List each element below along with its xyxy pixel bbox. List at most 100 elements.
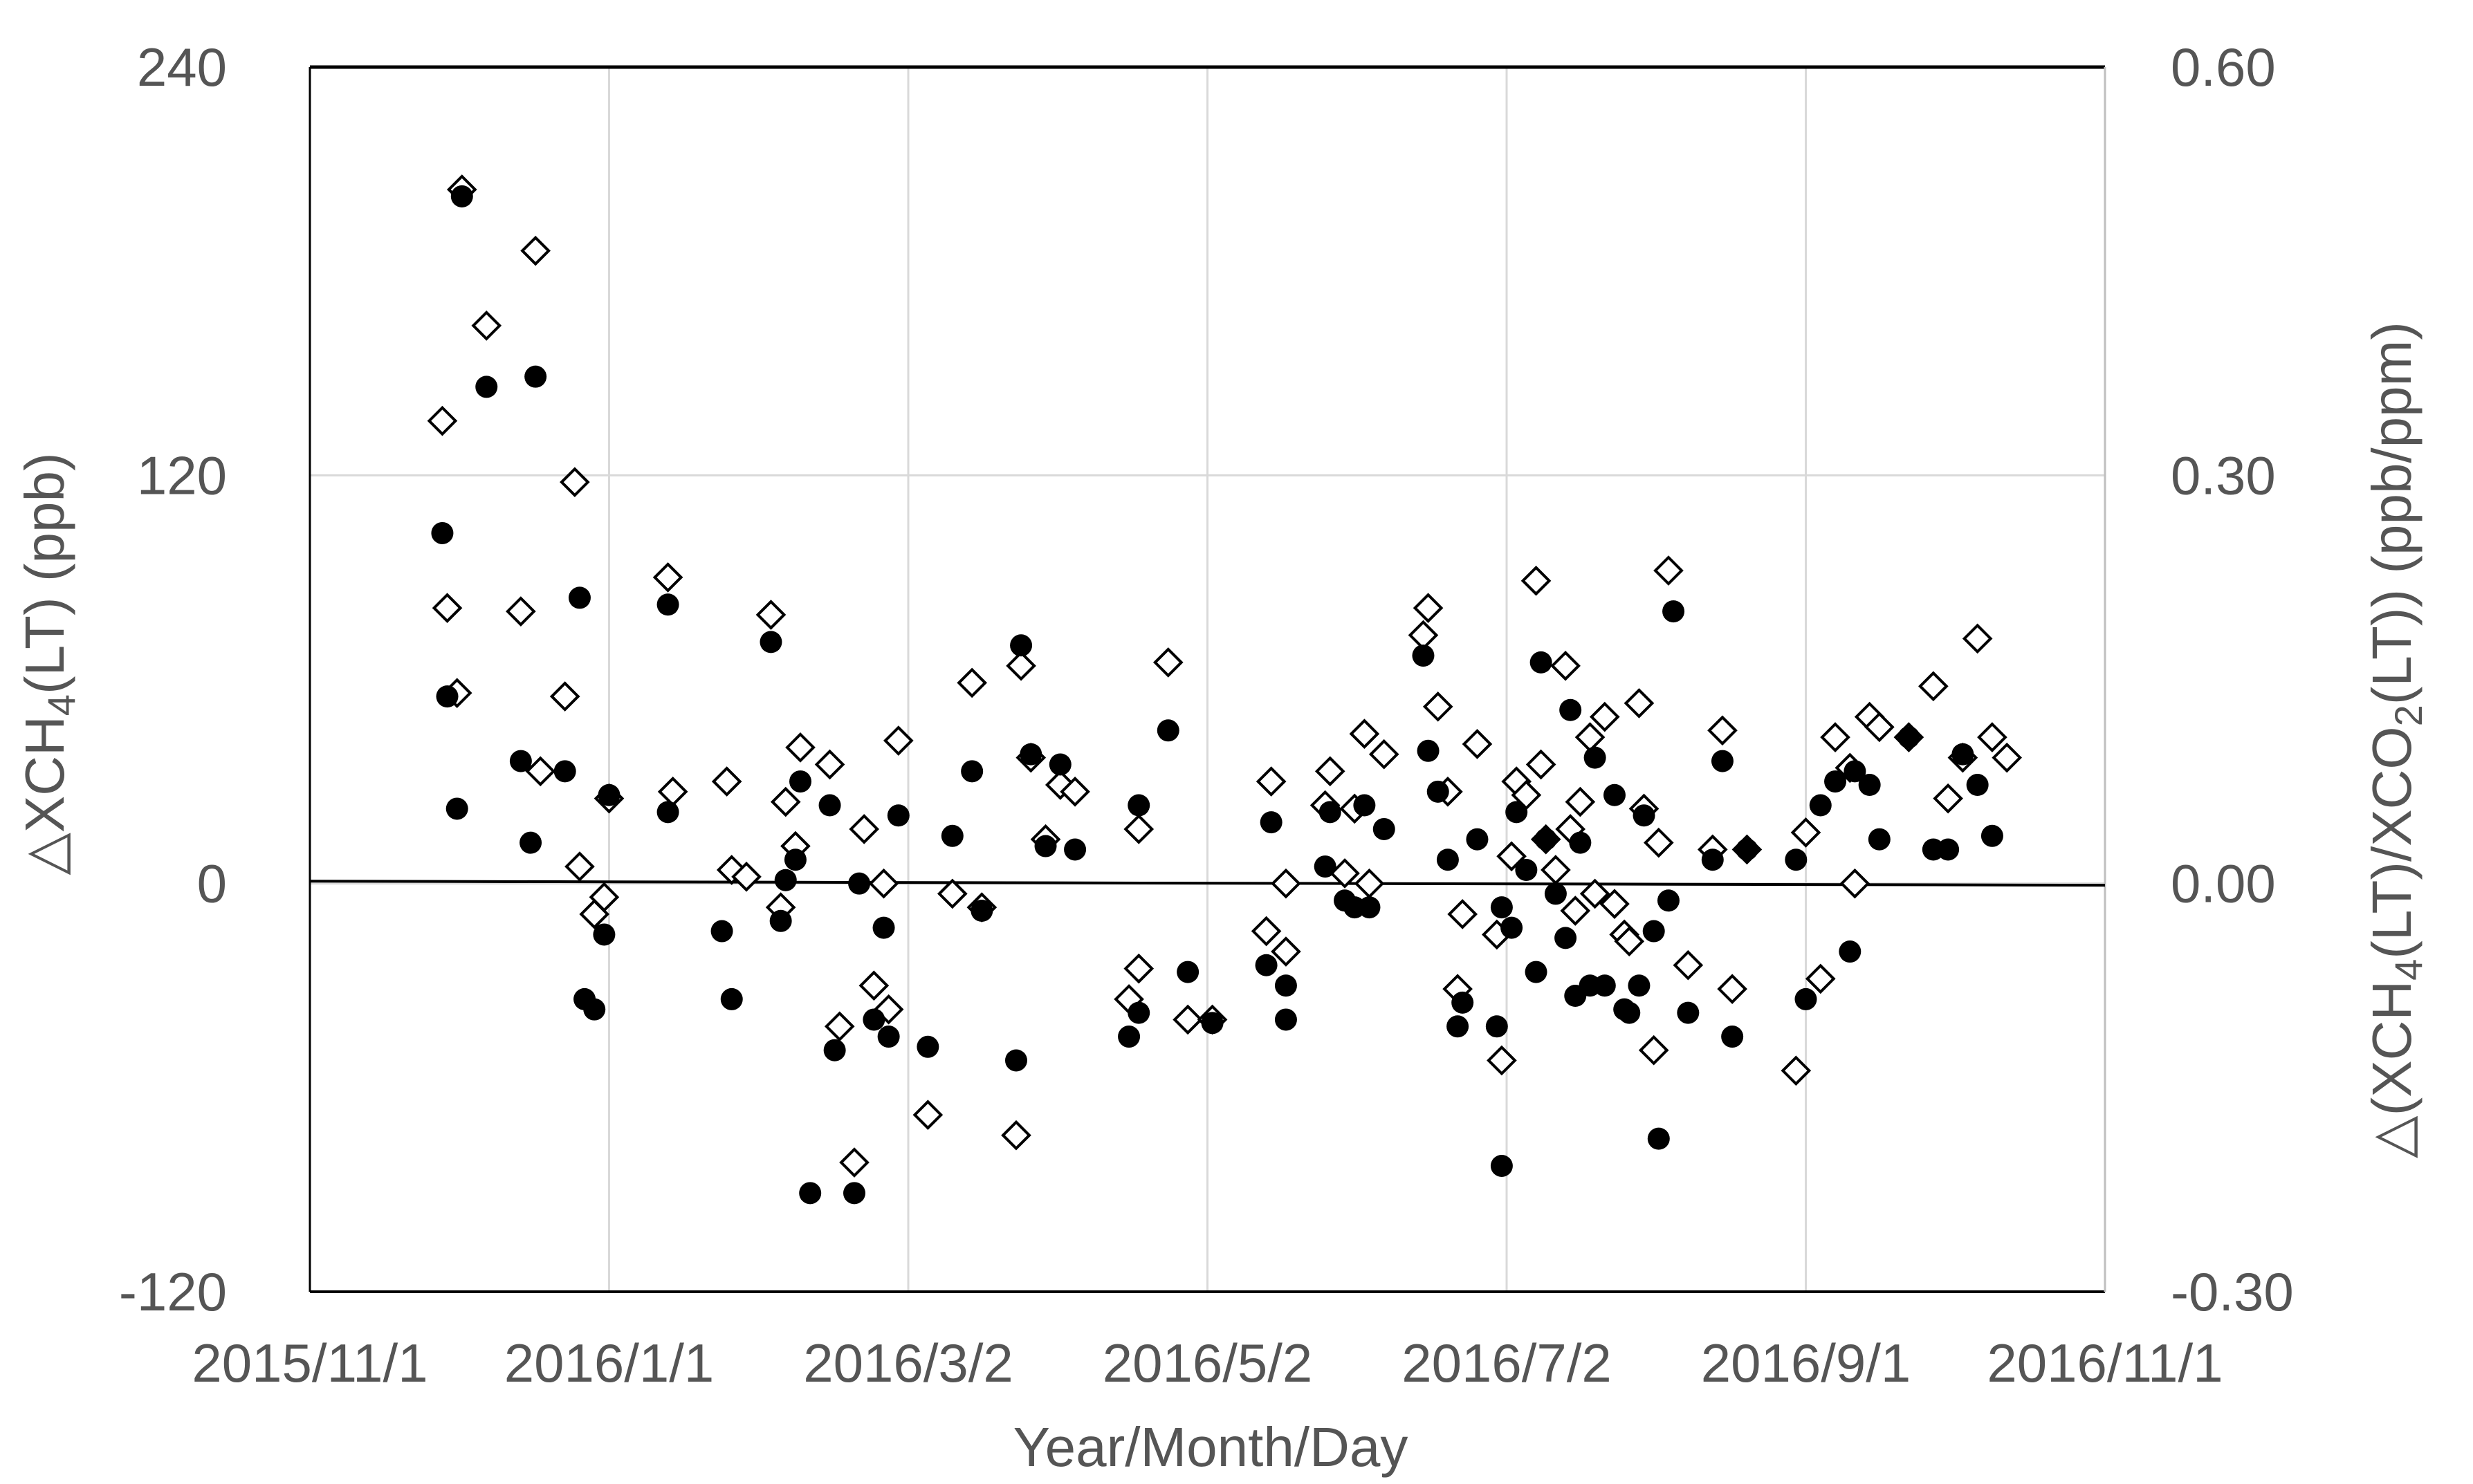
circle-point <box>1980 824 2003 847</box>
diamond-point <box>1060 777 1090 807</box>
circle-point <box>431 521 454 544</box>
diamond-point <box>1820 722 1850 752</box>
circle-point <box>1490 1154 1513 1177</box>
y-right-tick-label: 0.30 <box>2171 445 2276 506</box>
circle-point <box>1858 774 1881 797</box>
circle-point <box>475 375 498 398</box>
diamond-point <box>1271 936 1301 967</box>
subscript-4: 4 <box>39 694 83 716</box>
circle-point <box>1358 896 1381 919</box>
x-tick-labels: 2015/11/1 2016/1/1 2016/3/2 2016/5/2 2016/7/… <box>192 1333 2223 1393</box>
circle-point <box>1318 801 1341 824</box>
diamond-point <box>1173 1004 1203 1035</box>
trend-line <box>309 880 2106 887</box>
y-left-tick-label: 120 <box>137 445 227 506</box>
diamond-point <box>912 1100 944 1131</box>
diamond-point <box>937 878 968 909</box>
plot-frame <box>309 65 2106 1293</box>
circle-point <box>1118 1026 1141 1048</box>
x-tick-label: 2015/11/1 <box>192 1333 428 1393</box>
circle-point <box>509 750 532 772</box>
diamond-point <box>1933 783 1963 814</box>
circle-point <box>1010 634 1033 657</box>
diamond-point <box>1422 692 1453 722</box>
circle-point <box>1417 739 1440 762</box>
circle-point <box>1844 760 1866 783</box>
circle-point <box>1525 961 1547 983</box>
diamond-point <box>1462 729 1493 759</box>
x-axis-title: Year/Month/Day <box>1013 1416 1408 1478</box>
circle-point <box>1446 1015 1469 1038</box>
diamond-point <box>1805 963 1836 994</box>
diamond-point <box>1864 712 1895 743</box>
circle-point <box>1426 780 1449 803</box>
circle-point <box>1633 804 1655 827</box>
circle-point <box>1490 896 1513 919</box>
diamond-point <box>731 861 762 892</box>
circle-point <box>1372 817 1395 840</box>
diamond-point <box>1487 1045 1517 1076</box>
circle-point <box>656 593 679 616</box>
diamond-point <box>1643 827 1674 858</box>
circle-point <box>971 900 993 922</box>
circle-point <box>1951 743 1974 766</box>
circle-point <box>1255 954 1278 976</box>
circle-point <box>887 804 910 827</box>
diamond-point <box>1001 1120 1031 1151</box>
diamond-point <box>1413 593 1444 624</box>
circle-point <box>1064 838 1087 861</box>
diamond-point <box>564 851 595 882</box>
circle-point <box>1505 801 1528 824</box>
diamond-point <box>1006 650 1036 681</box>
circle-point <box>1466 828 1489 851</box>
circle-point <box>1559 698 1582 721</box>
circle-point <box>1897 726 1920 749</box>
x-tick-label: 2016/7/2 <box>1401 1333 1612 1393</box>
diamond-point <box>1256 766 1287 797</box>
series-filled-circle <box>431 185 2003 1205</box>
circle-point <box>769 909 792 932</box>
circle-point <box>1554 927 1577 949</box>
y-left-tick-labels: 240 120 0 -120 <box>119 37 227 1322</box>
diamond-point <box>1271 868 1301 899</box>
circle-point <box>1868 828 1891 851</box>
diamond-point <box>1839 868 1870 899</box>
y-left-tick-label: -120 <box>119 1261 227 1322</box>
circle-point <box>1736 838 1758 861</box>
diamond-point <box>883 725 914 756</box>
circle-point <box>583 998 606 1021</box>
circle-point <box>1966 774 1989 797</box>
diamond-point <box>525 756 556 787</box>
diamond-point <box>1624 688 1655 718</box>
diamond-point <box>589 882 620 913</box>
circle-point <box>553 760 576 783</box>
circle-point <box>598 783 620 806</box>
circle-point <box>789 770 812 793</box>
circle-point <box>799 1182 822 1205</box>
circle-point <box>450 185 473 207</box>
circle-point <box>1034 835 1057 857</box>
circle-point <box>1701 848 1724 871</box>
diamond-point <box>1962 623 1993 654</box>
circle-point <box>823 1039 846 1061</box>
diamond-point <box>1614 926 1645 957</box>
x-tick-label: 2016/1/1 <box>504 1333 715 1393</box>
circle-point <box>1794 987 1817 1010</box>
diamond-point <box>1152 647 1184 678</box>
y-right-tick-label: 0.00 <box>2171 853 2276 914</box>
diamond-point <box>1123 953 1155 984</box>
diamond-point <box>1638 1035 1669 1066</box>
circle-point <box>1500 916 1523 939</box>
circle-point <box>710 920 733 943</box>
diamond-point <box>1560 896 1591 926</box>
circle-point <box>1785 848 1808 871</box>
diamond-point <box>755 600 787 630</box>
y-left-axis-title: △XCH4(LT) (ppb) <box>14 452 83 875</box>
diamond-point <box>1599 889 1630 920</box>
diamond-point <box>652 562 683 593</box>
circle-point <box>1314 855 1336 878</box>
diamond-point <box>1520 566 1552 596</box>
y-right-tick-label: 0.60 <box>2171 37 2276 98</box>
